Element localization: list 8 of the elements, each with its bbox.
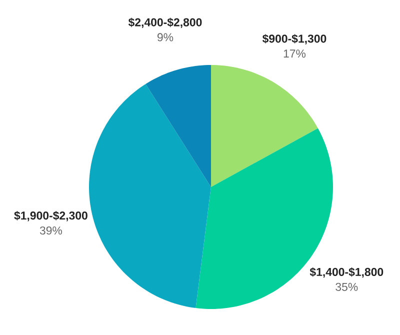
data-label: 39% [40, 226, 62, 235]
data-label: 17% [284, 50, 306, 58]
data-label: 9% [157, 33, 174, 42]
slice-label: $1,400-$1,800 [310, 267, 384, 278]
slice-label: $2,400-$2,800 [128, 18, 202, 28]
slice-label: $1,900-$2,300 [14, 210, 88, 222]
slice-label: $900-$1,300 [262, 34, 326, 44]
data-label: 35% [336, 282, 358, 291]
